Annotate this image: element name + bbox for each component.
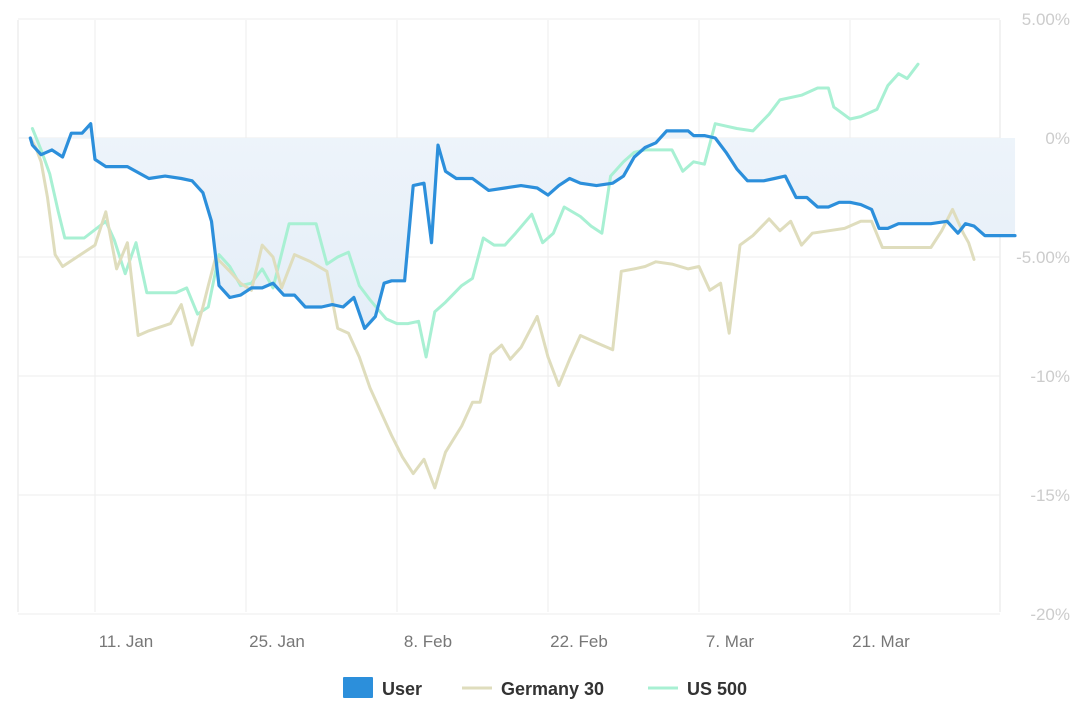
x-tick-label: 21. Mar [852,632,910,651]
legend-item-germany-30[interactable]: Germany 30 [462,679,604,699]
x-tick-label: 22. Feb [550,632,608,651]
legend-item-user[interactable]: User [343,677,422,699]
plot-frame [17,20,1001,612]
x-tick-label: 11. Jan [99,632,154,651]
x-tick-label: 8. Feb [404,632,452,651]
x-axis: 11. Jan 25. Jan 8. Feb 22. Feb 7. Mar 21. Mar [99,632,910,651]
gridlines [18,18,1000,615]
y-axis: 5.00% 0% -5.00% -10% -15% -20% [1016,10,1070,624]
y-tick-label: 5.00% [1022,10,1070,29]
y-tick-label: -15% [1030,486,1070,505]
x-tick-label: 25. Jan [249,632,305,651]
series-line-us-500 [30,62,920,359]
y-tick-label: -10% [1030,367,1070,386]
y-tick-label: -20% [1030,605,1070,624]
legend[interactable]: User Germany 30 US 500 [343,677,747,699]
y-tick-label: -5.00% [1016,248,1070,267]
legend-swatch [343,677,373,698]
legend-item-us-500[interactable]: US 500 [648,679,747,699]
y-tick-label: 0% [1045,129,1070,148]
series-line-user [28,122,1017,330]
legend-label: US 500 [687,679,747,699]
legend-label: Germany 30 [501,679,604,699]
x-tick-label: 7. Mar [706,632,755,651]
series-line-germany-30 [28,136,976,490]
legend-label: User [382,679,422,699]
series-layer [28,62,1017,490]
